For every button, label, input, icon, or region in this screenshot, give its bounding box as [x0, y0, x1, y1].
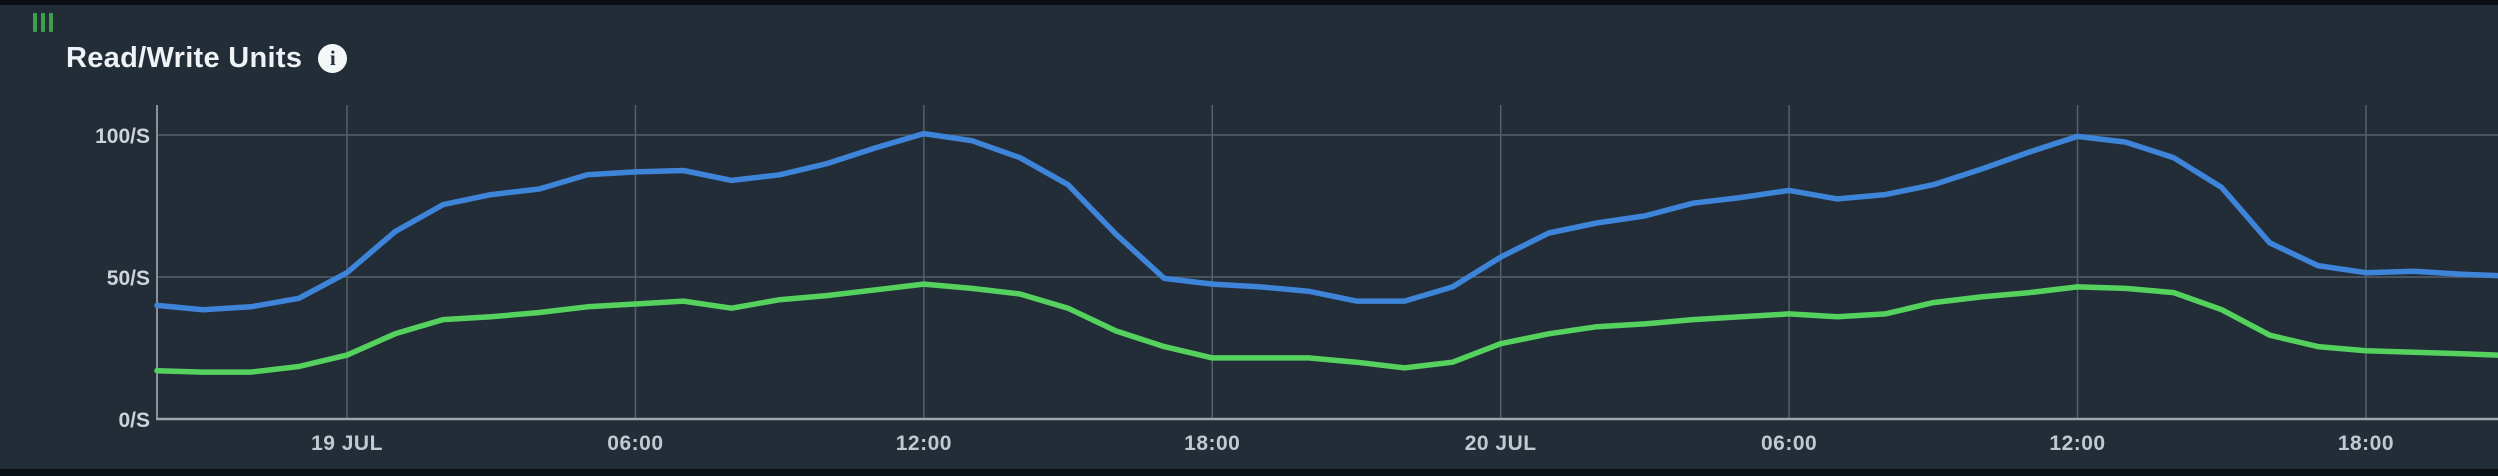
- drag-handle-bar: [41, 13, 45, 32]
- y-tick-label: 0/S: [118, 409, 150, 432]
- chart-title: Read/Write Units: [66, 42, 303, 74]
- x-tick-label: 12:00: [2049, 432, 2105, 455]
- info-icon-glyph: i: [329, 46, 336, 70]
- read-units-per-sec-line: [154, 130, 2498, 313]
- x-tick-label: 18:00: [2338, 432, 2394, 455]
- chart-header: Read/Write Units i: [66, 42, 348, 75]
- y-tick-label: 100/S: [95, 125, 150, 148]
- drag-handle-bar: [49, 13, 53, 32]
- x-tick-label: 06:00: [1761, 432, 1817, 455]
- x-tick-label: 06:00: [607, 432, 663, 455]
- bottom-border-strip: [0, 469, 2498, 476]
- x-tick-label: 12:00: [896, 432, 952, 455]
- drag-handle-bar: [33, 13, 37, 32]
- top-border-strip: [0, 0, 2498, 5]
- x-tick-label: 19 JUL: [311, 432, 383, 455]
- y-tick-label: 50/S: [107, 267, 150, 290]
- x-tick-label: 18:00: [1184, 432, 1240, 455]
- info-icon[interactable]: i: [318, 44, 348, 73]
- drag-handle-icon[interactable]: [33, 13, 53, 32]
- x-tick-label: 20 JUL: [1465, 432, 1537, 455]
- write-units-per-sec-line: [154, 281, 2498, 375]
